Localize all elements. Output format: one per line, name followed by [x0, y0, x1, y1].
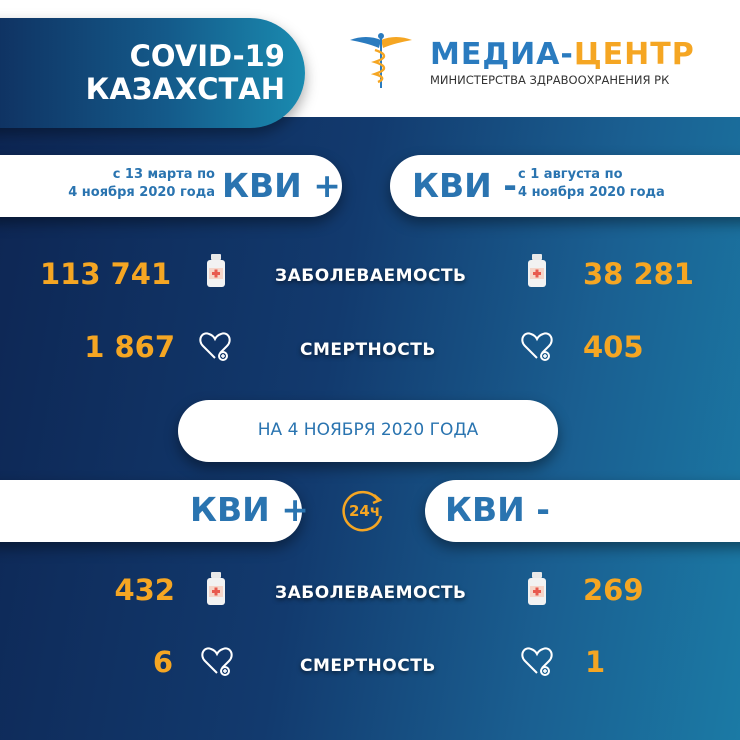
caduceus-icon	[350, 33, 412, 88]
heart-plus-icon	[198, 330, 232, 362]
medicine-bottle-icon	[205, 572, 227, 606]
cases-label: ЗАБОЛЕВАЕМОСТЬ	[275, 266, 467, 286]
daily-negative-deaths: 1	[585, 645, 606, 679]
positive-period: с 13 марта по 4 ноября 2020 года	[40, 166, 215, 202]
positive-period-line2: 4 ноября 2020 года	[68, 185, 215, 200]
daily-negative-pill	[425, 480, 740, 542]
negative-deaths-total: 405	[583, 330, 644, 364]
heart-plus-icon	[200, 645, 234, 677]
page-title: COVID-19 КАЗАХСТАН	[40, 40, 285, 106]
positive-period-line1: с 13 марта по	[112, 167, 215, 182]
daily-positive-pill	[0, 480, 302, 542]
positive-deaths-total: 1 867	[84, 330, 175, 364]
heart-plus-icon	[520, 645, 554, 677]
medicine-bottle-icon	[526, 254, 548, 288]
positive-cases-total: 113 741	[40, 257, 172, 291]
positive-badge: КВИ +	[222, 166, 341, 205]
logo-title-blue: МЕДИА-	[430, 37, 574, 72]
heart-plus-icon	[520, 330, 554, 362]
negative-period: с 1 августа по 4 ноября 2020 года	[518, 166, 665, 202]
logo-title: МЕДИА-ЦЕНТР	[430, 37, 695, 72]
clock-24h-icon: 24ч	[340, 490, 386, 534]
logo-subtitle: МИНИСТЕРСТВА ЗДРАВООХРАНЕНИЯ РК	[430, 73, 670, 87]
cumulative-negative-pill	[390, 155, 740, 217]
date-banner-text: НА 4 НОЯБРЯ 2020 ГОДА	[257, 420, 479, 440]
daily-positive-badge: КВИ +	[190, 490, 309, 529]
clock-24h-label: 24ч	[349, 502, 381, 520]
cumulative-positive-pill	[0, 155, 342, 217]
title-pill	[0, 18, 305, 128]
negative-period-line2: 4 ноября 2020 года	[518, 185, 665, 200]
medicine-bottle-icon	[526, 572, 548, 606]
daily-negative-badge: КВИ -	[445, 490, 550, 529]
daily-positive-cases: 432	[114, 573, 175, 607]
title-line-1: COVID-19	[129, 39, 285, 73]
negative-cases-total: 38 281	[583, 257, 694, 291]
deaths-label: СМЕРТНОСТЬ	[300, 340, 436, 360]
negative-period-line1: с 1 августа по	[518, 167, 623, 182]
daily-cases-label: ЗАБОЛЕВАЕМОСТЬ	[275, 583, 467, 603]
negative-badge: КВИ -	[412, 166, 517, 205]
logo-title-orange: ЦЕНТР	[573, 37, 695, 72]
medicine-bottle-icon	[205, 254, 227, 288]
daily-deaths-label: СМЕРТНОСТЬ	[300, 656, 436, 676]
title-line-2: КАЗАХСТАН	[85, 72, 285, 106]
daily-positive-deaths: 6	[152, 645, 173, 679]
date-banner: НА 4 НОЯБРЯ 2020 ГОДА	[178, 400, 558, 462]
daily-negative-cases: 269	[583, 573, 644, 607]
